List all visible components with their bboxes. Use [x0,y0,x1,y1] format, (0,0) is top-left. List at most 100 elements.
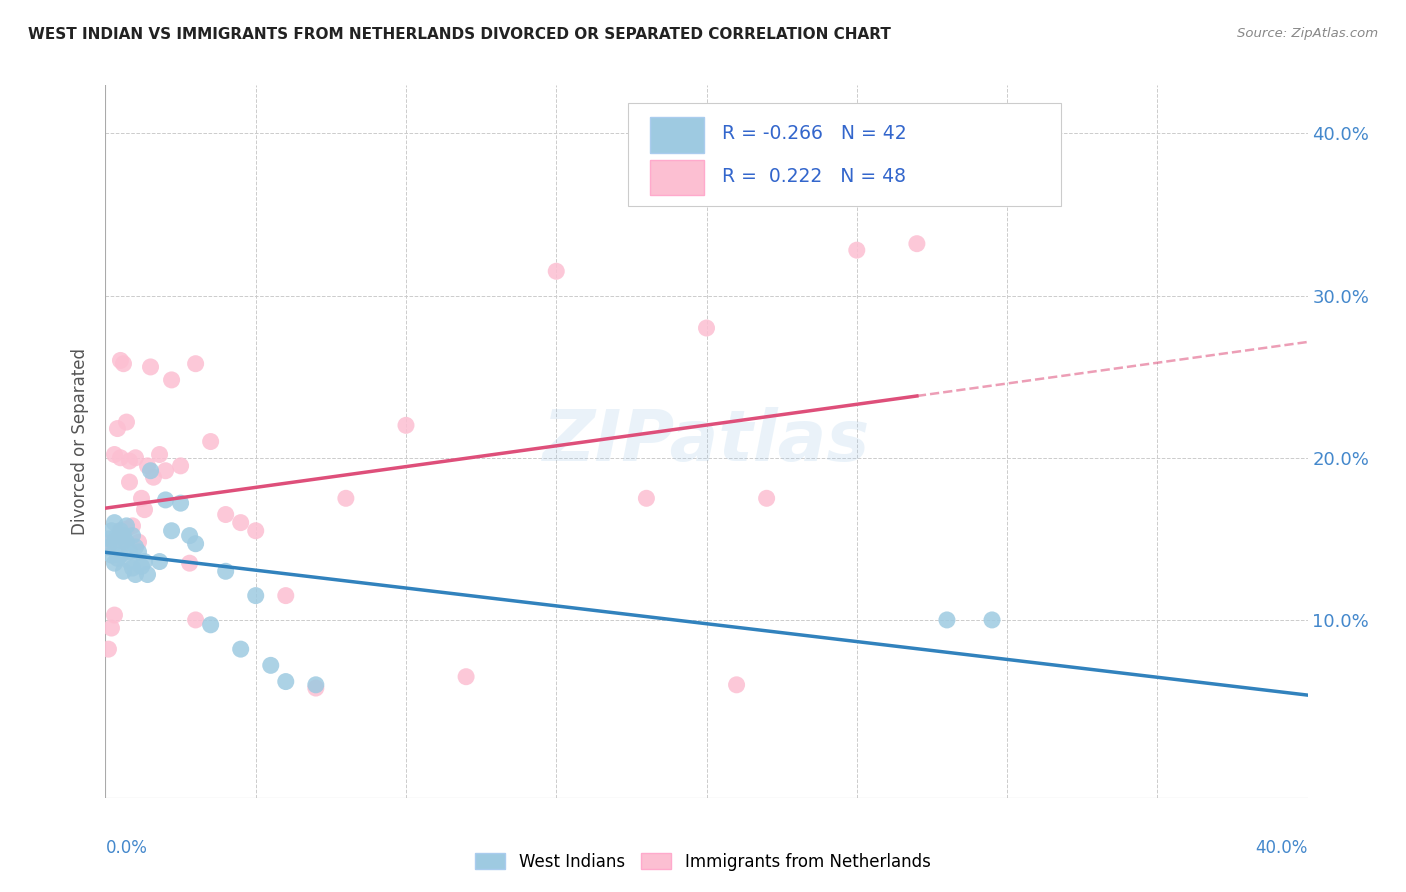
FancyBboxPatch shape [650,117,704,153]
Point [118,454,141,468]
Point [179,528,201,542]
Point [335,491,357,506]
Point [118,475,141,489]
Point [229,516,252,530]
Point [112,535,135,549]
Point [110,535,132,549]
Point [103,516,125,530]
Point [454,670,477,684]
Point [546,264,568,278]
Point [128,545,150,559]
Point [214,508,236,522]
Point [395,418,418,433]
FancyBboxPatch shape [650,160,704,195]
Text: R =  0.222   N = 48: R = 0.222 N = 48 [723,167,905,186]
Point [245,589,267,603]
Point [97,540,120,554]
Point [160,524,183,538]
Point [128,535,150,549]
Point [107,528,129,542]
Point [136,458,159,473]
Point [112,528,135,542]
Point [107,421,129,435]
Point [184,537,207,551]
Point [103,608,125,623]
Point [845,243,868,257]
Point [139,464,162,478]
Point [103,448,125,462]
Point [696,321,718,335]
Point [200,434,222,449]
Point [260,658,283,673]
Point [100,621,122,635]
Point [118,555,141,569]
Text: Source: ZipAtlas.com: Source: ZipAtlas.com [1237,27,1378,40]
Point [905,236,928,251]
Text: 40.0%: 40.0% [1256,838,1308,857]
Point [184,613,207,627]
Point [755,491,778,506]
Point [124,450,146,465]
Point [107,532,129,546]
Point [169,458,191,473]
Point [636,491,658,506]
Point [97,642,120,657]
Point [110,450,132,465]
Point [121,519,143,533]
FancyBboxPatch shape [628,103,1062,206]
Point [136,567,159,582]
Point [148,448,170,462]
Point [274,589,297,603]
Point [184,357,207,371]
Y-axis label: Divorced or Separated: Divorced or Separated [72,348,90,535]
Point [121,561,143,575]
Point [139,359,162,374]
Point [115,535,138,549]
Point [274,674,297,689]
Point [981,613,1004,627]
Point [112,357,135,371]
Point [103,556,125,570]
Point [134,502,156,516]
Point [100,535,122,549]
Point [134,555,156,569]
Point [100,524,122,538]
Point [131,491,153,506]
Point [110,524,132,538]
Point [124,567,146,582]
Point [155,492,177,507]
Point [148,555,170,569]
Point [124,540,146,554]
Point [115,522,138,536]
Point [100,548,122,562]
Point [142,470,165,484]
Point [155,464,177,478]
Point [179,556,201,570]
Text: WEST INDIAN VS IMMIGRANTS FROM NETHERLANDS DIVORCED OR SEPARATED CORRELATION CHA: WEST INDIAN VS IMMIGRANTS FROM NETHERLAN… [28,27,891,42]
Point [103,535,125,549]
Point [118,545,141,559]
Point [131,559,153,574]
Point [305,681,328,695]
Legend: West Indians, Immigrants from Netherlands: West Indians, Immigrants from Netherland… [467,845,939,880]
Point [200,617,222,632]
Point [229,642,252,657]
Point [169,496,191,510]
Point [214,564,236,578]
Point [160,373,183,387]
Point [725,678,748,692]
Point [936,613,959,627]
Point [110,353,132,368]
Point [107,551,129,566]
Point [110,548,132,562]
Text: ZIPatlas: ZIPatlas [543,407,870,476]
Point [115,519,138,533]
Point [121,528,143,542]
Point [245,524,267,538]
Point [305,678,328,692]
Text: 0.0%: 0.0% [105,838,148,857]
Point [115,415,138,429]
Text: R = -0.266   N = 42: R = -0.266 N = 42 [723,125,907,144]
Point [97,540,120,554]
Point [110,524,132,538]
